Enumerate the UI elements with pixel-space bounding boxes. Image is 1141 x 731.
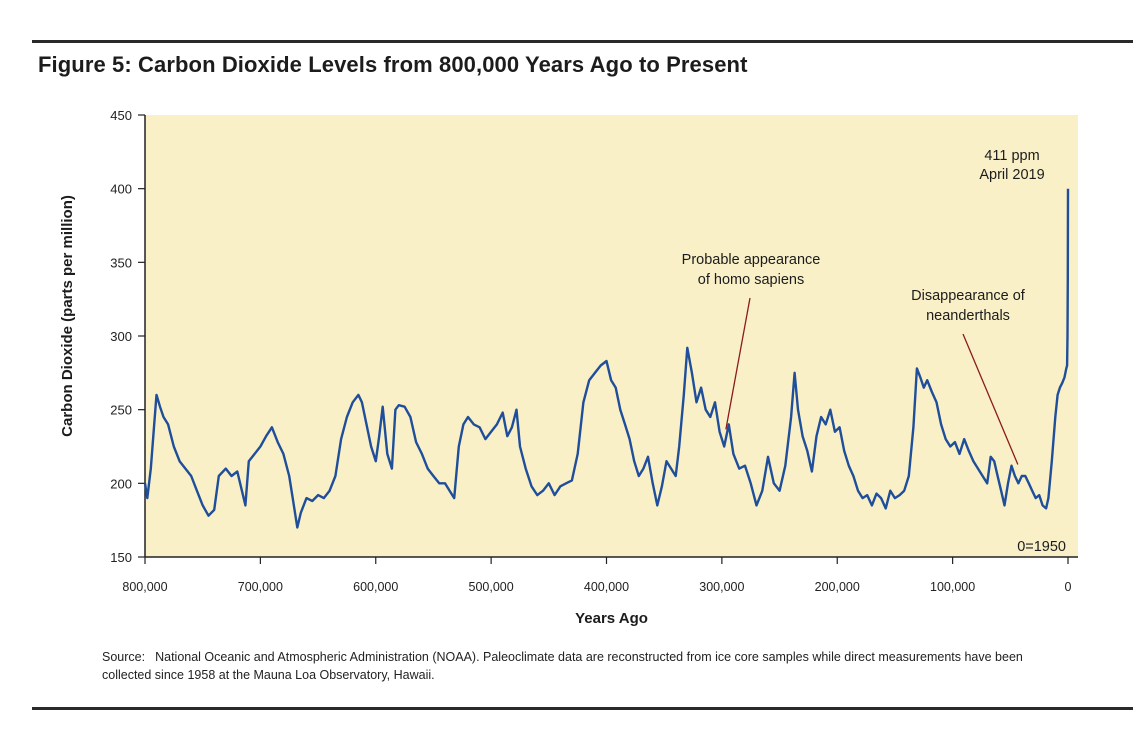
source-text: National Oceanic and Atmospheric Adminis… bbox=[102, 650, 1023, 682]
plot-area bbox=[145, 115, 1078, 557]
y-tick-label-350: 350 bbox=[110, 255, 132, 270]
co2-series-line bbox=[143, 188, 1070, 529]
x-tick-label-800000: 800,000 bbox=[122, 580, 167, 594]
x-axis-title: Years Ago bbox=[575, 610, 648, 627]
annotation-neanderthals-line-2: neanderthals bbox=[926, 308, 1010, 324]
x-tick-label-200000: 200,000 bbox=[815, 580, 860, 594]
x-tick-label-600000: 600,000 bbox=[353, 580, 398, 594]
x-tick-label-300000: 300,000 bbox=[699, 580, 744, 594]
y-tick-label-200: 200 bbox=[110, 476, 132, 491]
figure-title: Figure 5: Carbon Dioxide Levels from 800… bbox=[38, 52, 748, 77]
annotation-homo-sapiens-pointer bbox=[725, 297, 751, 430]
co2-line-chart: 150 200 250 300 350 400 450 800,000 700,000 600,0… bbox=[59, 108, 1078, 627]
source-label: Source: bbox=[102, 650, 146, 664]
annotation-homo-sapiens-line-2: of homo sapiens bbox=[698, 272, 804, 288]
y-axis-title: Carbon Dioxide (parts per million) bbox=[59, 195, 76, 437]
annotation-411ppm-line-1: 411 ppm bbox=[984, 148, 1039, 164]
x-tick-label-100000: 100,000 bbox=[930, 580, 975, 594]
x-tick-label-0: 0 bbox=[1065, 580, 1072, 594]
x-tick-label-500000: 500,000 bbox=[469, 580, 514, 594]
y-tick-label-400: 400 bbox=[110, 182, 132, 197]
y-tick-label-150: 150 bbox=[110, 550, 132, 565]
annotation-neanderthals-pointer bbox=[962, 333, 1019, 465]
annotation-homo-sapiens-line-1: Probable appearance bbox=[682, 252, 821, 268]
top-rule bbox=[32, 40, 1133, 43]
bottom-rule bbox=[32, 707, 1133, 710]
annotation-neanderthals-line-1: Disappearance of bbox=[911, 288, 1026, 304]
y-tick-label-300: 300 bbox=[110, 329, 132, 344]
source-note: Source: National Oceanic and Atmospheric … bbox=[102, 648, 1062, 684]
y-tick-label-250: 250 bbox=[110, 403, 132, 418]
annotation-zero-equals-1950-line-1: 0=1950 bbox=[1017, 539, 1066, 555]
x-tick-label-700000: 700,000 bbox=[238, 580, 283, 594]
annotation-411ppm-line-2: April 2019 bbox=[979, 167, 1044, 183]
y-tick-label-450: 450 bbox=[110, 108, 132, 123]
x-tick-label-400000: 400,000 bbox=[584, 580, 629, 594]
